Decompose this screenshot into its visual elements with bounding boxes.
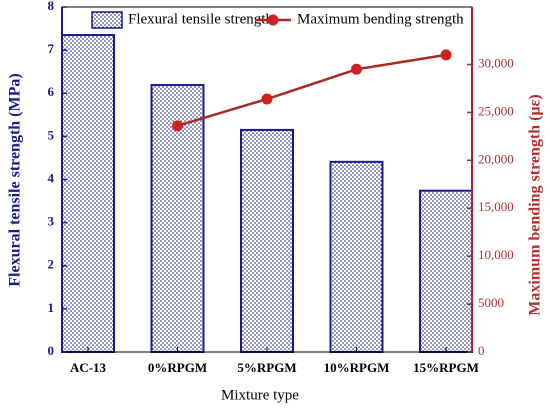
y-tick-label: 0	[48, 343, 55, 358]
y-tick-label: 1	[48, 300, 55, 315]
y2-tick-label: 30,000	[478, 55, 514, 70]
x-tick-label: 10%RPGM	[324, 360, 390, 375]
x-tick-label: 15%RPGM	[413, 360, 479, 375]
y-tick-label: 3	[48, 214, 55, 229]
line-marker	[261, 93, 273, 105]
y2-axis-title: Maximum bending strength (με)	[527, 94, 544, 315]
legend-label: Flexural tensile strength	[128, 11, 273, 27]
y-tick-label: 8	[48, 0, 55, 13]
line-marker	[351, 63, 362, 75]
x-tick-label: 0%RPGM	[148, 360, 207, 375]
line	[177, 53, 447, 128]
y2-tick-label: 0	[478, 343, 485, 358]
legend-label: Maximum bending strength	[297, 11, 464, 27]
x-tick-label: 5%RPGM	[237, 360, 296, 375]
y2-tick-label: 10,000	[478, 247, 514, 262]
y2-tick-label: 20,000	[478, 151, 514, 166]
line-marker	[440, 49, 452, 61]
y-tick-label: 2	[48, 257, 55, 272]
bar	[329, 160, 384, 353]
y-tick-label: 7	[48, 41, 55, 56]
y2-tick-label: 15,000	[478, 199, 514, 214]
bar	[61, 34, 115, 353]
x-axis-title: Mixture type	[221, 387, 299, 403]
y-axis-title: Flexural tensile strength (MPa)	[7, 73, 24, 286]
legend-marker	[267, 14, 279, 26]
x-tick-label: AC-13	[70, 360, 107, 375]
y-tick-label: 5	[48, 127, 55, 142]
y-tick-label: 6	[48, 84, 55, 99]
y2-tick-label: 25,000	[478, 103, 514, 118]
legend-swatch	[91, 11, 123, 29]
line-marker	[172, 120, 183, 132]
bar	[240, 128, 294, 353]
y2-tick-label: 5000	[478, 295, 504, 310]
bar	[419, 189, 473, 353]
y-tick-label: 4	[48, 170, 55, 185]
